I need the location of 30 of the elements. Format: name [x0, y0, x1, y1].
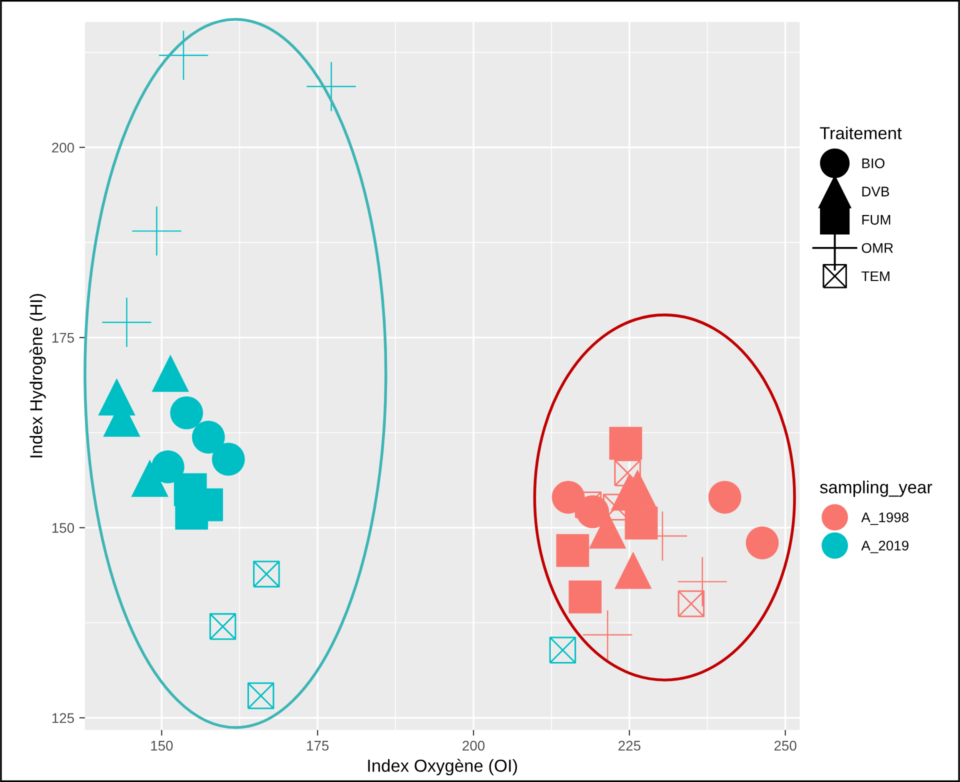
legend-label: A_1998	[861, 512, 908, 525]
point	[708, 480, 742, 514]
legend-title: sampling_year	[820, 480, 932, 497]
point	[568, 580, 602, 614]
point	[624, 506, 658, 540]
point	[152, 354, 190, 392]
legend-label: A_2019	[861, 540, 908, 554]
x-tick-label: 250	[774, 740, 796, 751]
text: TEM	[862, 271, 890, 282]
text: OMR	[862, 243, 893, 253]
text: FUM	[862, 215, 890, 225]
y-tick-label: 150	[52, 523, 74, 533]
text: DVB	[862, 186, 890, 196]
point	[552, 480, 585, 514]
point	[746, 526, 779, 560]
y-tick-label: 125	[52, 713, 74, 723]
x-tick-label: 150	[151, 740, 173, 751]
x-tick-label: 200	[462, 740, 485, 751]
x-tick-label: 225	[618, 740, 640, 751]
x-axis-title: Index Oxygène (OI)	[368, 758, 517, 776]
text: Traitement	[820, 126, 902, 140]
y-axis-title: Index Hydrogène (HI)	[29, 294, 46, 458]
point	[131, 460, 168, 497]
point	[576, 495, 610, 528]
point	[556, 534, 590, 567]
y-tick-label: 200	[52, 142, 74, 153]
x-tick-label: 175	[307, 740, 329, 751]
point	[609, 426, 642, 460]
text: BIO	[862, 158, 884, 168]
y-tick-label: 175	[52, 333, 74, 343]
